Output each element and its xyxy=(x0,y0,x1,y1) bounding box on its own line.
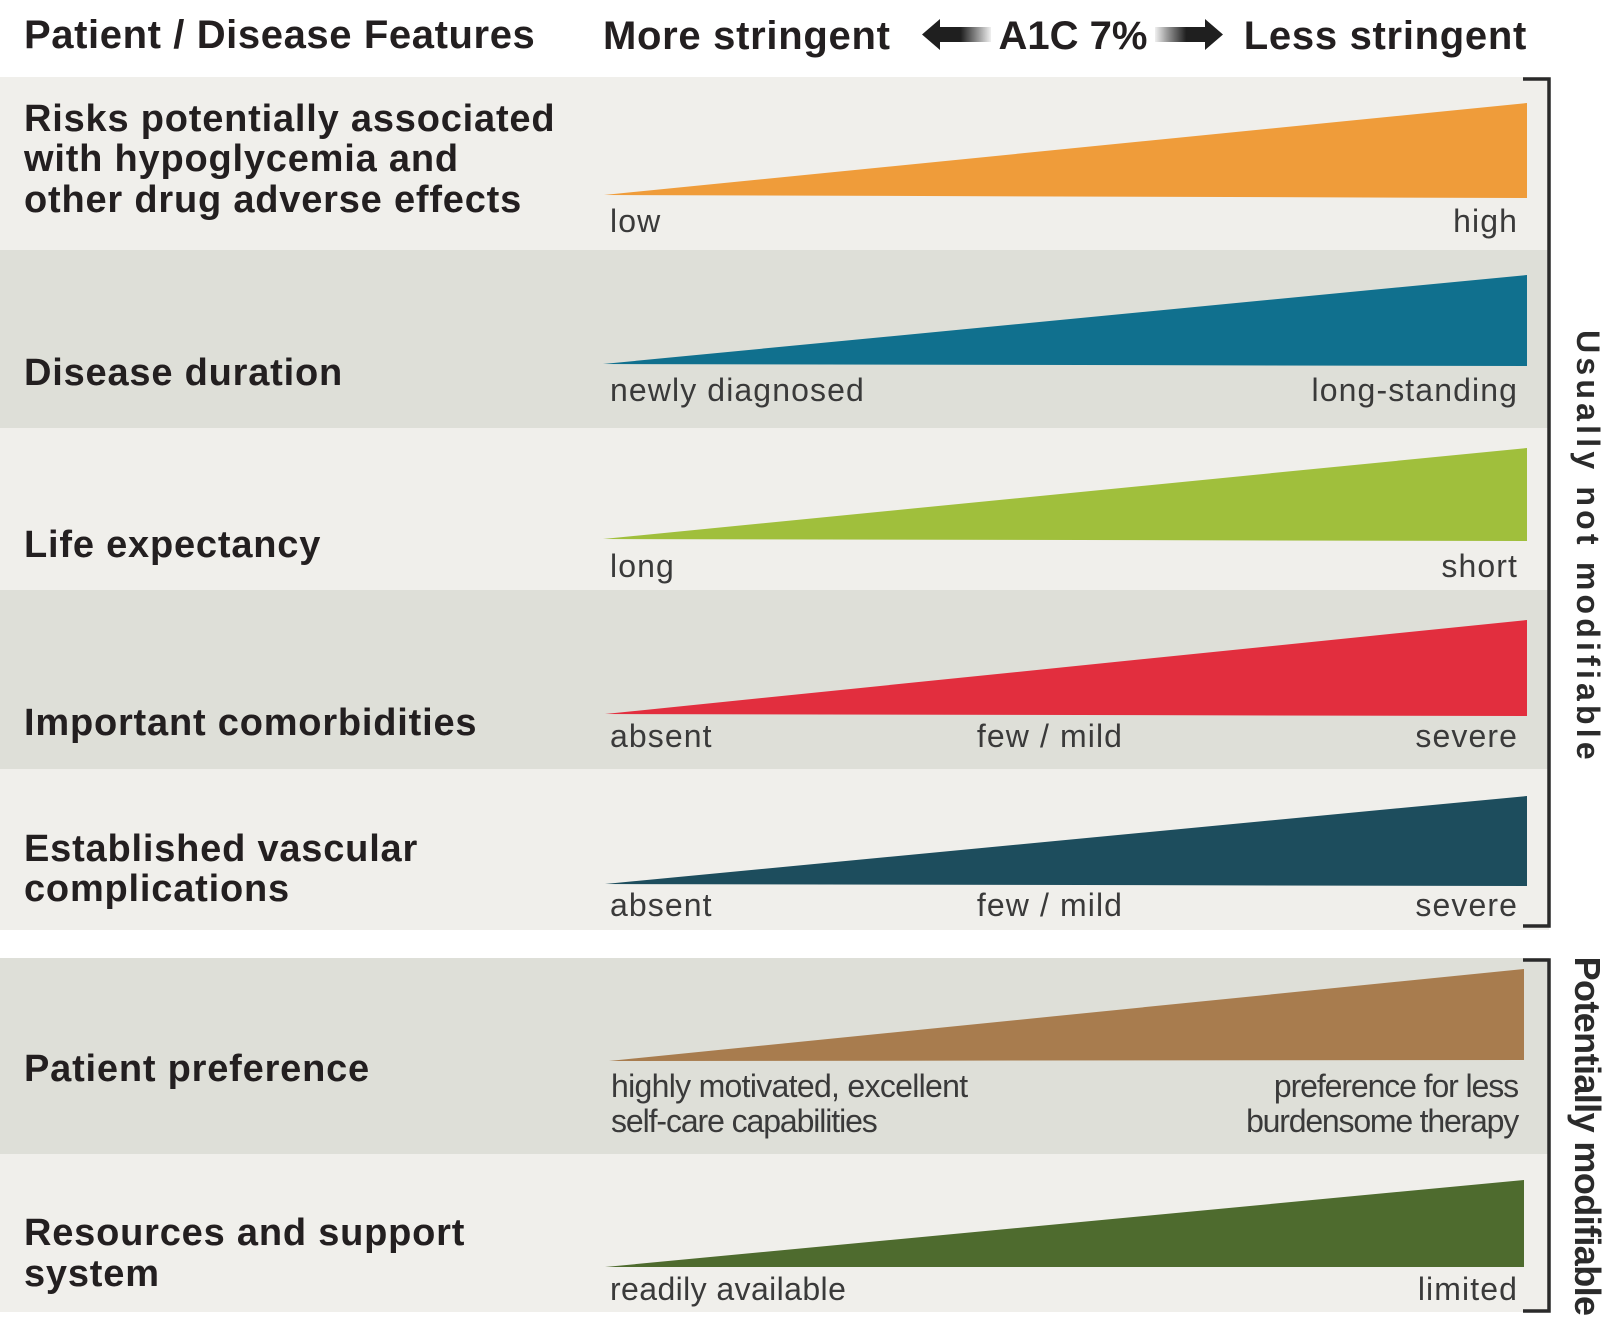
svg-text:burdensome therapy: burdensome therapy xyxy=(1246,1103,1519,1139)
svg-text:limited: limited xyxy=(1418,1271,1518,1307)
svg-text:low: low xyxy=(610,203,661,239)
svg-text:self-care capabilities: self-care capabilities xyxy=(611,1103,877,1139)
svg-text:high: high xyxy=(1453,203,1518,239)
svg-text:other drug adverse effects: other drug adverse effects xyxy=(24,179,522,221)
svg-text:Patient / Disease Features: Patient / Disease Features xyxy=(24,13,535,57)
svg-text:long: long xyxy=(610,548,675,584)
svg-text:severe: severe xyxy=(1415,718,1518,754)
svg-text:readily available: readily available xyxy=(610,1271,846,1307)
svg-text:Established vascular: Established vascular xyxy=(24,828,418,870)
svg-text:few / mild: few / mild xyxy=(977,718,1123,754)
svg-text:Life expectancy: Life expectancy xyxy=(24,524,321,566)
svg-text:short: short xyxy=(1441,548,1518,584)
svg-text:long-standing: long-standing xyxy=(1312,372,1518,408)
svg-text:Resources and support: Resources and support xyxy=(24,1212,465,1254)
svg-text:Important comorbidities: Important comorbidities xyxy=(24,702,477,744)
svg-text:absent: absent xyxy=(610,718,713,754)
svg-text:Less stringent: Less stringent xyxy=(1244,14,1527,58)
svg-text:newly diagnosed: newly diagnosed xyxy=(610,372,865,408)
svg-text:Risks potentially associated: Risks potentially associated xyxy=(24,98,555,140)
svg-text:with hypoglycemia and: with hypoglycemia and xyxy=(23,138,459,180)
svg-text:severe: severe xyxy=(1415,887,1518,923)
svg-text:Patient preference: Patient preference xyxy=(24,1048,370,1090)
svg-text:More stringent: More stringent xyxy=(603,14,891,58)
svg-text:A1C 7%: A1C 7% xyxy=(999,14,1148,58)
svg-text:Disease duration: Disease duration xyxy=(24,352,343,394)
svg-text:preference for less: preference for less xyxy=(1274,1068,1518,1104)
svg-text:complications: complications xyxy=(24,868,290,910)
svg-text:highly motivated, excellent: highly motivated, excellent xyxy=(611,1068,968,1104)
svg-text:system: system xyxy=(24,1253,160,1295)
svg-text:Potentially modifiable: Potentially modifiable xyxy=(1567,957,1607,1316)
svg-text:Usually not modifiable: Usually not modifiable xyxy=(1570,330,1606,764)
svg-text:absent: absent xyxy=(610,887,713,923)
svg-text:few / mild: few / mild xyxy=(977,887,1123,923)
